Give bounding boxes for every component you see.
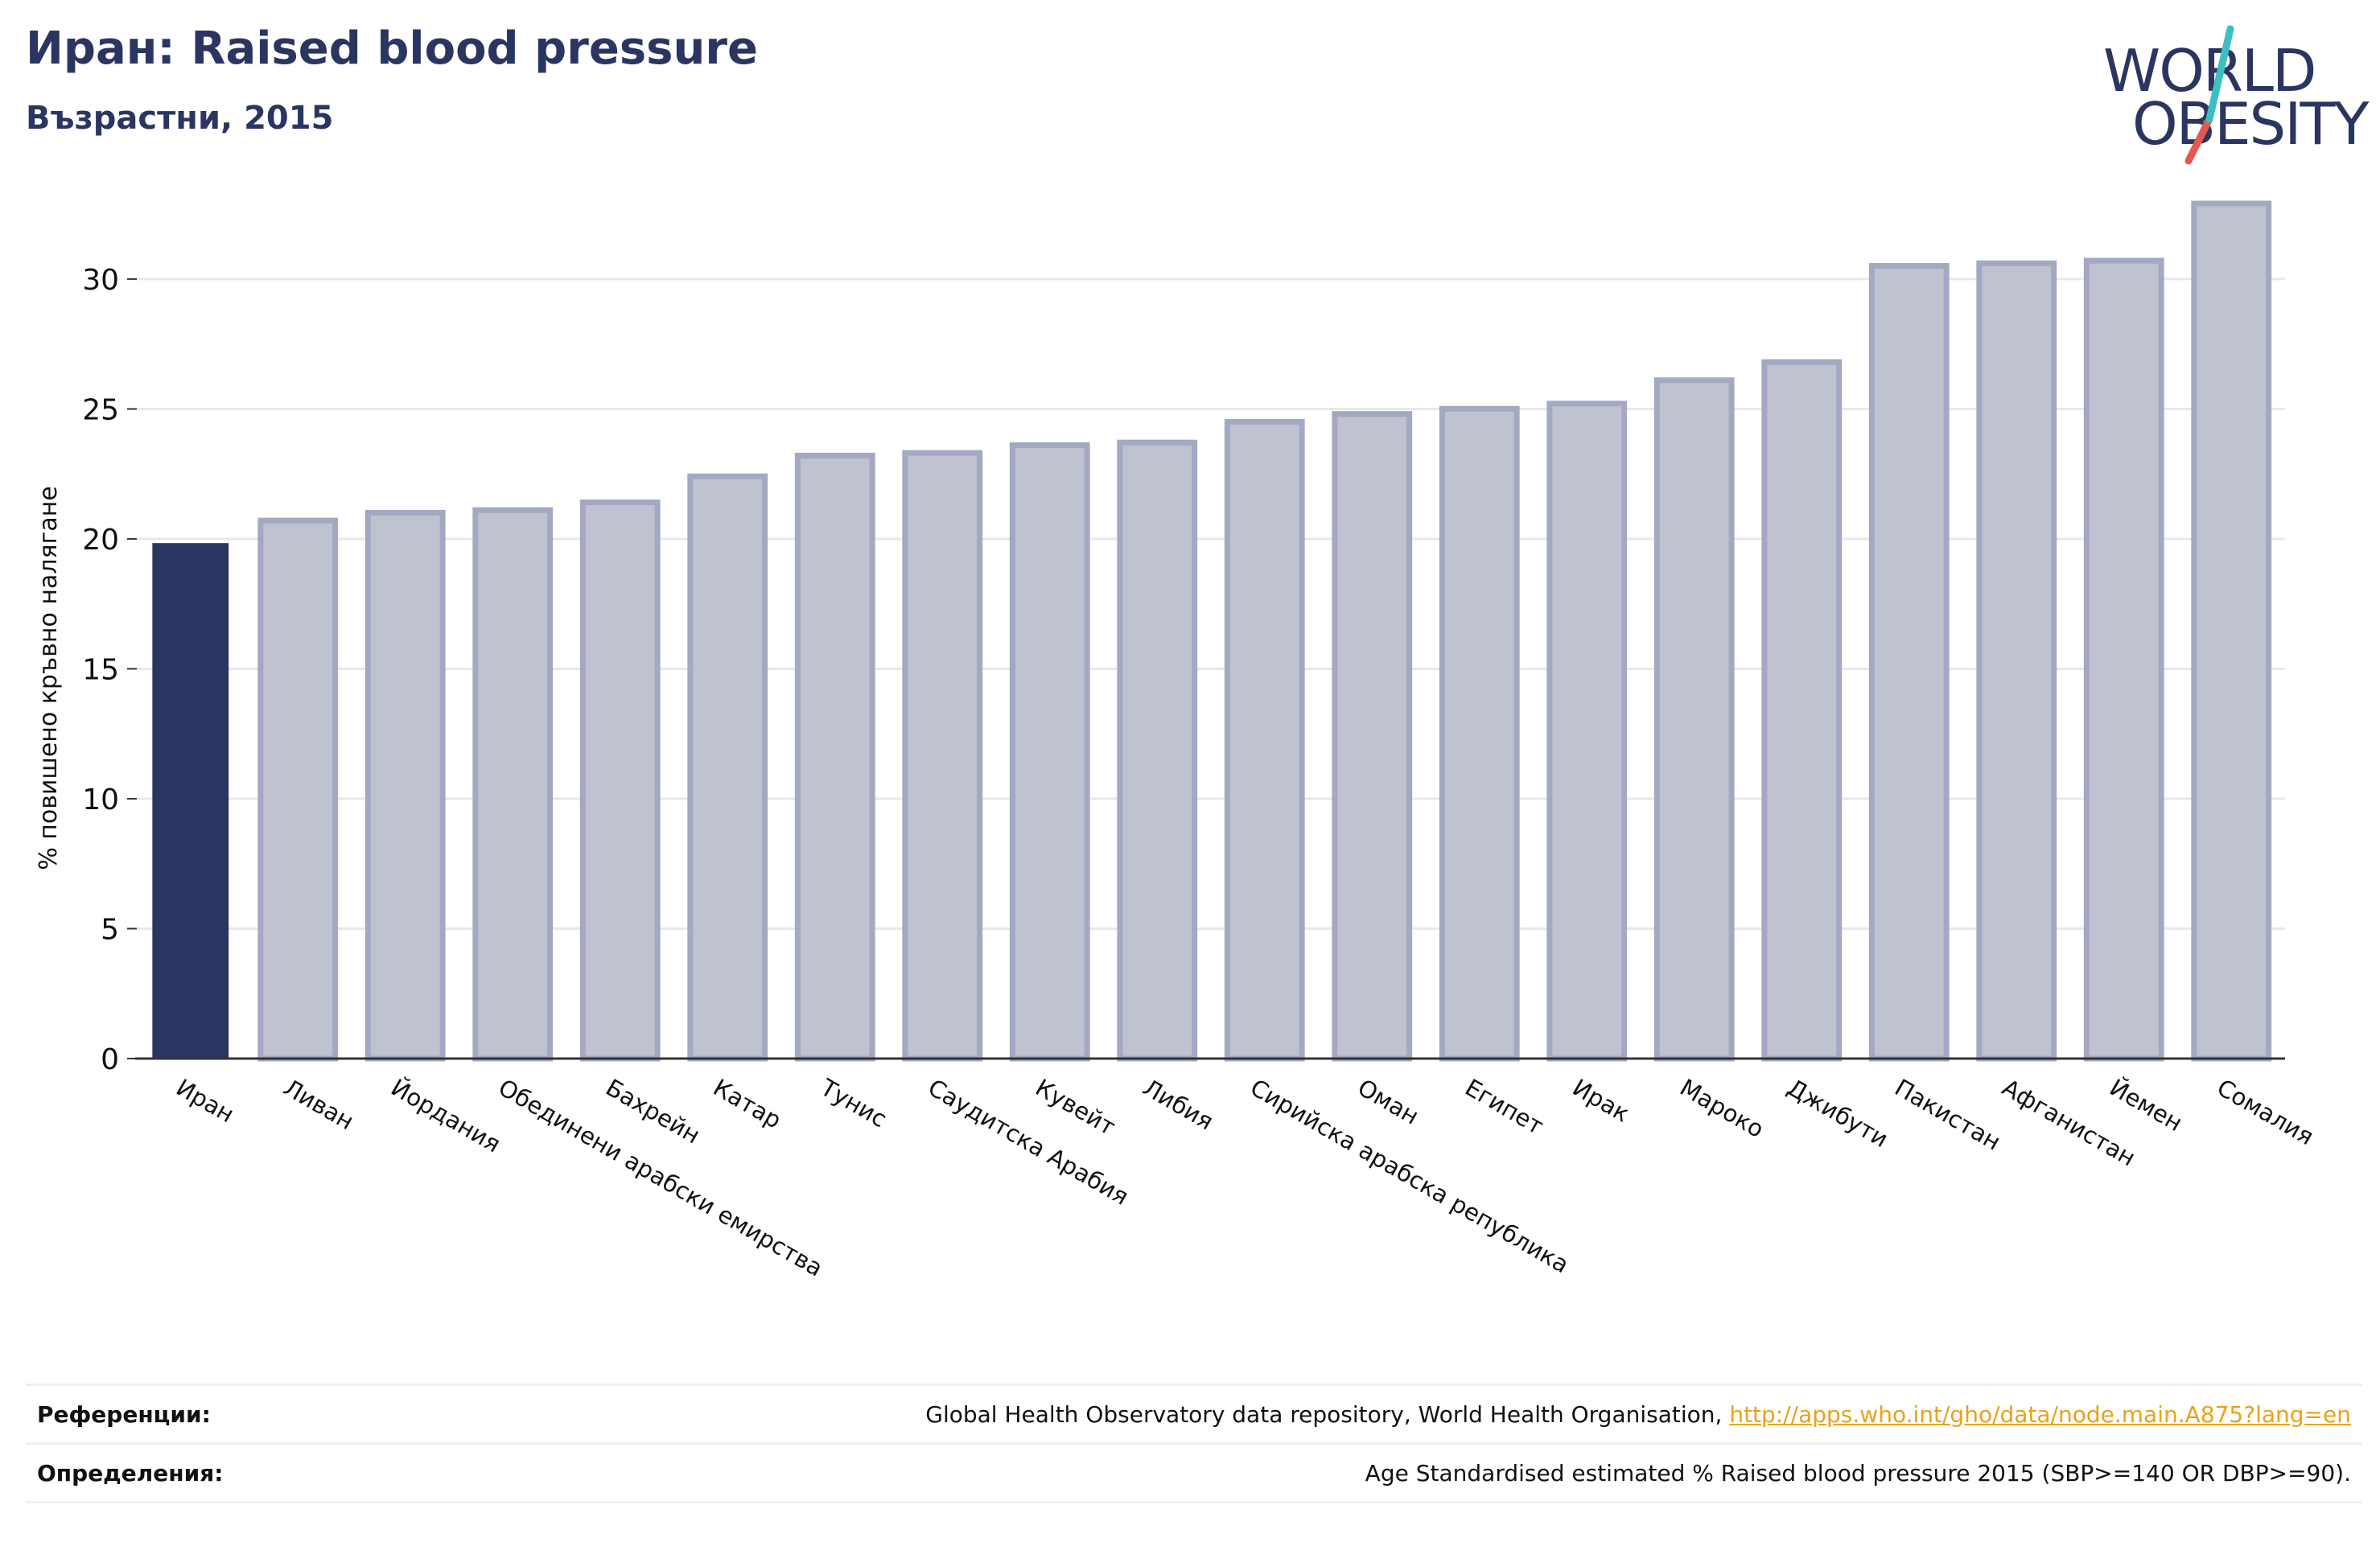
logo-slash-icon [2184,25,2234,165]
y-tick-label: 5 [101,913,119,946]
x-tick-label: Йемен [2105,1074,2187,1137]
definitions-label: Определения: [37,1459,224,1486]
y-tick-label: 25 [82,393,119,426]
page-subtitle: Възрастни, 2015 [26,100,334,137]
references-link[interactable]: http://apps.who.int/gho/data/node.main.A… [1729,1400,2351,1428]
x-tick-label: Мароко [1675,1074,1769,1144]
definitions-row: Определения: Age Standardised estimated … [26,1442,2362,1503]
x-tick-label: Оман [1353,1074,1424,1130]
grid-lines [137,278,2285,930]
x-tick-label: Ливан [279,1074,359,1136]
bar [1653,377,1735,1062]
bar [1332,411,1413,1062]
bar [1117,439,1198,1062]
world-obesity-logo: WORLD OBESITY [2092,24,2369,169]
x-tick-label: Тунис [815,1073,891,1133]
bars [152,200,2272,1062]
bar-chart: 0 5 10 15 20 25 30 % повишено кръвно налягане Ир… [35,200,2319,1282]
x-tick-label: Кувейт [1031,1074,1120,1141]
bar [794,452,875,1062]
x-tick-label: Саудитска Арабия [924,1074,1134,1211]
bar [2191,200,2272,1062]
bar [579,499,661,1062]
bar [472,507,554,1062]
x-tick-label: Сомалия [2213,1074,2319,1151]
x-tick-label: Иран [171,1074,239,1129]
bar [687,473,768,1062]
bar [1976,260,2057,1062]
y-axis-label: % повишено кръвно налягане [35,486,63,870]
x-tick-label: Джибути [1783,1074,1893,1153]
bar [1546,401,1628,1062]
references-value: Global Health Observatory data repositor… [925,1401,2362,1428]
x-tick-label: Египет [1460,1074,1548,1141]
logo-line-1: WORLD [2103,37,2316,105]
bar [1439,405,1520,1062]
x-tick-label: Пакистан [1890,1074,2005,1156]
y-tick-label: 15 [82,653,119,686]
bar [1761,359,1843,1062]
references-label: Референции: [37,1400,211,1428]
y-tick-label: 10 [82,783,119,816]
logo-line-2: OBESITY [2132,90,2369,158]
bar [1868,263,1950,1062]
y-tick-label: 0 [101,1043,119,1076]
x-tick-label: Ирак [1568,1074,1634,1128]
references-row: Референции: Global Health Observatory da… [26,1384,2362,1442]
x-tick-label: Йордания [386,1074,505,1158]
x-tick-label: Либия [1139,1074,1218,1136]
axes [127,278,2285,1060]
x-tick-label: Катар [709,1074,786,1134]
bar [257,517,339,1062]
definitions-text: Age Standardised estimated % Raised bloo… [1365,1459,2351,1486]
bar [364,509,446,1062]
y-tick-label: 30 [82,264,119,297]
bar [152,543,229,1059]
page-title: Иран: Raised blood pressure [26,23,758,75]
references-text: Global Health Observatory data repositor… [925,1400,1730,1428]
bar [2083,257,2164,1062]
bar [902,450,983,1062]
footer-table: Референции: Global Health Observatory da… [26,1384,2362,1503]
bar [1224,418,1305,1062]
y-tick-label: 20 [82,524,119,557]
bar [1009,442,1090,1062]
